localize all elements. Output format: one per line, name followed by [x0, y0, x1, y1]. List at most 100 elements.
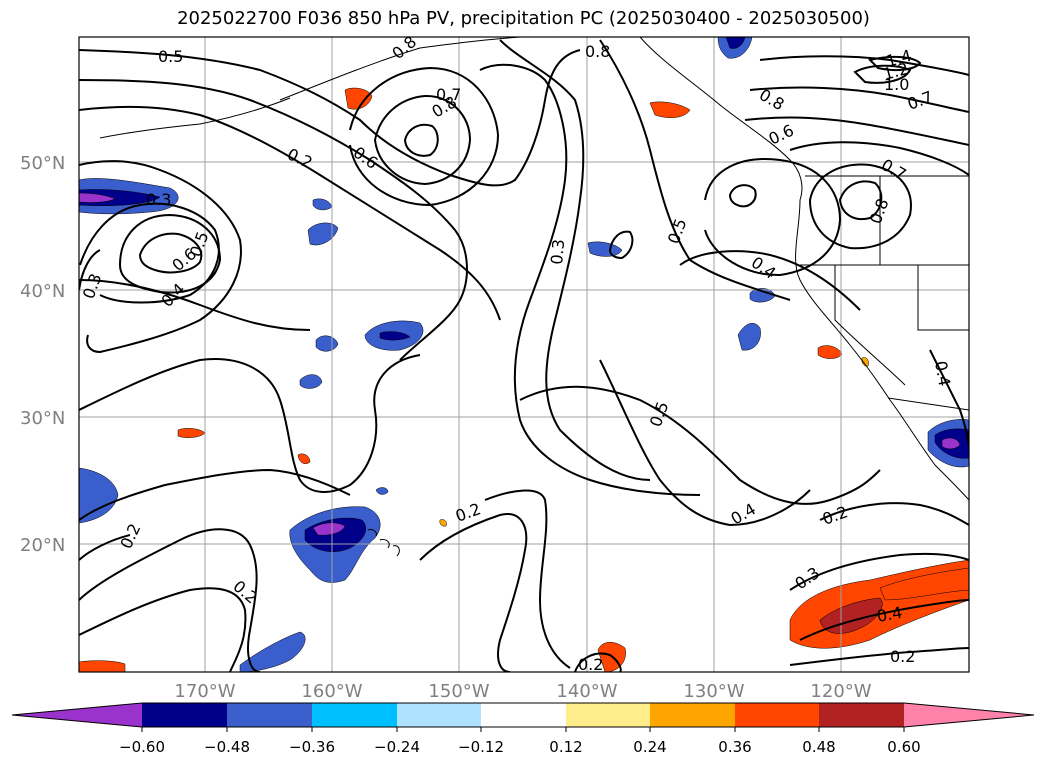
longitude-labels: 170°W 160°W 150°W 140°W 130°W 120°W: [174, 681, 871, 702]
pv-contour-27: [838, 180, 883, 220]
pv-contour-34: [868, 55, 922, 72]
lat-label-20n: 20°N: [20, 535, 65, 556]
precip-area-west-25n: [79, 467, 119, 524]
pv-contour-3: [79, 105, 501, 321]
precip-area-hawaii-peak: [312, 522, 346, 536]
precip-area-small-5: [375, 487, 389, 495]
pv-contour-12: [479, 63, 701, 496]
pv-contour-14: [79, 354, 421, 493]
precip-area-small-6: [861, 357, 869, 367]
pv-contour-35: [819, 502, 969, 526]
pv-contour-2: [79, 79, 468, 361]
lon-label-170w: 170°W: [174, 681, 235, 702]
pv-contours: [79, 39, 969, 672]
state-border-3: [917, 265, 969, 331]
pv-contour-30: [759, 55, 969, 76]
lat-label-30n: 30°N: [20, 408, 65, 429]
lat-label-50n: 50°N: [20, 153, 65, 174]
precip-area-38n-a-core: [379, 331, 411, 341]
map-content: 0.5 0.8 0.7 0.8 0.2 0.6 0.3 0.6 0.5 0.4 …: [79, 37, 969, 674]
bc-coast: [639, 37, 803, 201]
colorbar-segment: [819, 703, 904, 727]
colorbar-segment: [227, 703, 312, 727]
colorbar-label: −0.36: [289, 738, 335, 756]
contour-label: 0.4: [875, 603, 903, 626]
us-west-coast: [795, 199, 891, 401]
contour-label: 0.5: [158, 47, 183, 66]
pv-contour-6: [138, 232, 203, 274]
colorbar-segment: [481, 703, 566, 727]
hawaii-islands: [367, 529, 400, 557]
colorbar-extend-left: [12, 703, 142, 727]
map-border: [78, 36, 970, 673]
pv-contour-40: [574, 652, 622, 672]
pv-contour-26: [679, 250, 861, 311]
contour-label: 0.2: [578, 655, 603, 674]
colorbar-segment: [566, 703, 650, 727]
coastlines: [99, 37, 969, 557]
precip-area-small-7: [439, 519, 447, 527]
pv-contour-20: [599, 359, 811, 527]
colorbar: −0.60 −0.48 −0.36 −0.24 −0.12 0.12 0.24 …: [11, 702, 1035, 756]
lat-label-40n: 40°N: [20, 281, 65, 302]
precip-area-south: [239, 631, 306, 672]
colorbar-label: 0.60: [887, 738, 920, 756]
state-border-4: [834, 265, 906, 386]
colorbar-label: 0.24: [633, 738, 666, 756]
pv-contour-41: [79, 249, 101, 291]
pv-contour-22: [79, 279, 311, 331]
latitude-labels: 50°N 40°N 30°N 20°N: [20, 153, 65, 556]
precip-area-baja-peak: [941, 437, 961, 450]
pv-contour-38: [789, 647, 969, 666]
precip-area-43n: [587, 241, 623, 257]
precip-area-bottom-left: [79, 660, 126, 672]
pv-contour-18: [419, 513, 528, 672]
pv-contour-23: [608, 230, 634, 260]
colorbar-label: −0.24: [374, 738, 420, 756]
pv-contour-25: [704, 158, 842, 277]
aleutian-islands: [99, 97, 291, 139]
precip-area-west-50n-peak: [79, 192, 116, 203]
precip-area-36n: [737, 323, 761, 351]
pv-contour-17: [79, 587, 247, 672]
lon-label-130w: 130°W: [683, 681, 744, 702]
pv-contour-29: [789, 141, 969, 176]
map-title: 2025022700 F036 850 hPa PV, precipitatio…: [177, 8, 870, 29]
precip-area-se-core: [819, 597, 883, 634]
pv-contour-31: [749, 86, 969, 113]
pv-contour-39: [929, 349, 969, 451]
colorbar-extend-right: [904, 703, 1034, 727]
colorbar-segment: [142, 703, 227, 727]
pv-contour-37: [799, 599, 969, 641]
colorbar-segment: [312, 703, 397, 727]
alaska-coast: [279, 37, 521, 101]
pv-contour-16: [79, 528, 261, 672]
pv-contour-10: [349, 66, 500, 207]
pv-contour-4: [79, 160, 242, 354]
precip-area-small-3: [299, 374, 323, 389]
precip-area-small-1: [307, 222, 339, 246]
colorbar-segment: [397, 703, 481, 727]
pv-contour-36: [789, 552, 969, 591]
pv-contour-15: [79, 468, 351, 521]
pv-contour-42: [79, 534, 131, 561]
colorbar-segment: [650, 703, 735, 727]
precip-area-se-2: [879, 567, 969, 601]
colorbar-label: 0.36: [718, 738, 751, 756]
precip-negative-areas: [79, 37, 969, 672]
precip-area-56n-2: [649, 101, 691, 118]
lon-label-160w: 160°W: [301, 681, 362, 702]
pv-contour-8: [403, 123, 439, 157]
pv-contour-9: [373, 94, 472, 186]
precip-area-25n: [297, 453, 311, 464]
contour-label: 0.3: [547, 238, 568, 265]
lon-label-150w: 150°W: [428, 681, 489, 702]
pv-contour-11: [499, 39, 651, 481]
baja-coast: [889, 399, 969, 501]
contour-label: 0.2: [890, 647, 915, 666]
colorbar-label: 0.48: [802, 738, 835, 756]
colorbar-label: −0.48: [204, 738, 250, 756]
colorbar-label: −0.60: [119, 738, 165, 756]
us-mexico-border: [887, 397, 969, 411]
